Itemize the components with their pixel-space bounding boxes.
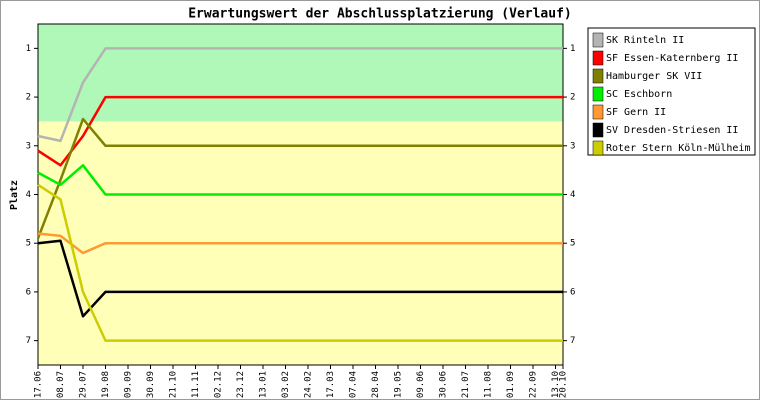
y-tick-label: 5 (26, 239, 31, 249)
legend-box (587, 27, 756, 156)
y2-tick-label: 1 (570, 44, 575, 54)
x-tick-label: 08.07 (56, 371, 66, 398)
x-tick-label: 21.10 (169, 371, 179, 398)
x-tick-label: 17.06 (34, 371, 44, 398)
legend-label: Roter Stern Köln-Mülheim (606, 143, 751, 154)
series-line (36, 117, 563, 239)
legend: SK Rinteln II SF Essen-Katernberg II Hambu… (587, 27, 756, 156)
series-line (37, 95, 563, 167)
series-line (37, 47, 563, 143)
y-tick-label: 3 (26, 141, 31, 151)
y-tick-label: 1 (26, 44, 31, 54)
y-tick-label: 6 (26, 287, 31, 297)
plot-area (36, 23, 564, 366)
y-tick-label: 2 (26, 93, 31, 103)
y2-tick-label: 4 (570, 190, 575, 200)
x-tick-label: 13.10 (551, 371, 561, 398)
legend-label: SF Gern II (606, 107, 666, 118)
x-tick-label: 03.02 (281, 371, 291, 398)
series-line (37, 164, 563, 196)
x-tick-label: 21.07 (461, 371, 471, 398)
x-tick-label: 29.07 (79, 371, 89, 398)
x-tick-label: 24.02 (304, 371, 314, 398)
x-tick-label: 07.04 (349, 371, 359, 398)
series-line (37, 232, 563, 255)
x-tick-label: 02.12 (214, 371, 224, 398)
legend-label: SF Essen-Katernberg II (606, 53, 738, 64)
x-tick-label: 23.12 (236, 371, 246, 398)
x-tick-label: 19.08 (101, 371, 111, 398)
legend-swatch (592, 140, 604, 156)
x-tick-label: 01.09 (506, 371, 516, 398)
legend-swatch (592, 32, 604, 48)
x-tick-label: 17.03 (326, 371, 336, 398)
y-tick-label: 7 (26, 336, 31, 346)
x-tick-label: 19.05 (394, 371, 404, 398)
legend-swatch (592, 50, 604, 66)
legend-label: SV Dresden-Striesen II (606, 125, 738, 136)
y2-tick-label: 7 (570, 336, 575, 346)
x-tick-label: 20.10 (559, 371, 569, 398)
y2-tick-label: 3 (570, 141, 575, 151)
x-tick-label: 13.01 (259, 371, 269, 398)
x-tick-label: 30.09 (146, 371, 156, 398)
y2-tick-label: 5 (570, 239, 575, 249)
legend-label: SC Eschborn (606, 89, 672, 100)
y-tick-label: 4 (26, 190, 31, 200)
series-line (37, 183, 563, 342)
y2-tick-label: 2 (570, 93, 575, 103)
chart-title: Erwartungswert der Abschlussplatzierung … (188, 7, 572, 22)
y-axis-label: Platz (9, 180, 20, 210)
band (38, 24, 563, 122)
y2-tick-label: 6 (570, 287, 575, 297)
legend-label: Hamburger SK VII (606, 71, 702, 82)
x-tick-label: 11.11 (191, 371, 201, 398)
legend-swatch (592, 122, 604, 138)
x-tick-label: 28.04 (371, 371, 381, 398)
legend-swatch (592, 86, 604, 102)
series-line (37, 239, 563, 318)
x-tick-label: 22.09 (529, 371, 539, 398)
legend-label: SK Rinteln II (606, 35, 684, 46)
x-tick-label: 09.09 (124, 371, 134, 398)
x-tick-label: 11.08 (484, 371, 494, 398)
x-tick-label: 30.06 (439, 371, 449, 398)
x-tick-label: 09.06 (416, 371, 426, 398)
legend-swatch (592, 68, 604, 84)
legend-swatch (592, 104, 604, 120)
